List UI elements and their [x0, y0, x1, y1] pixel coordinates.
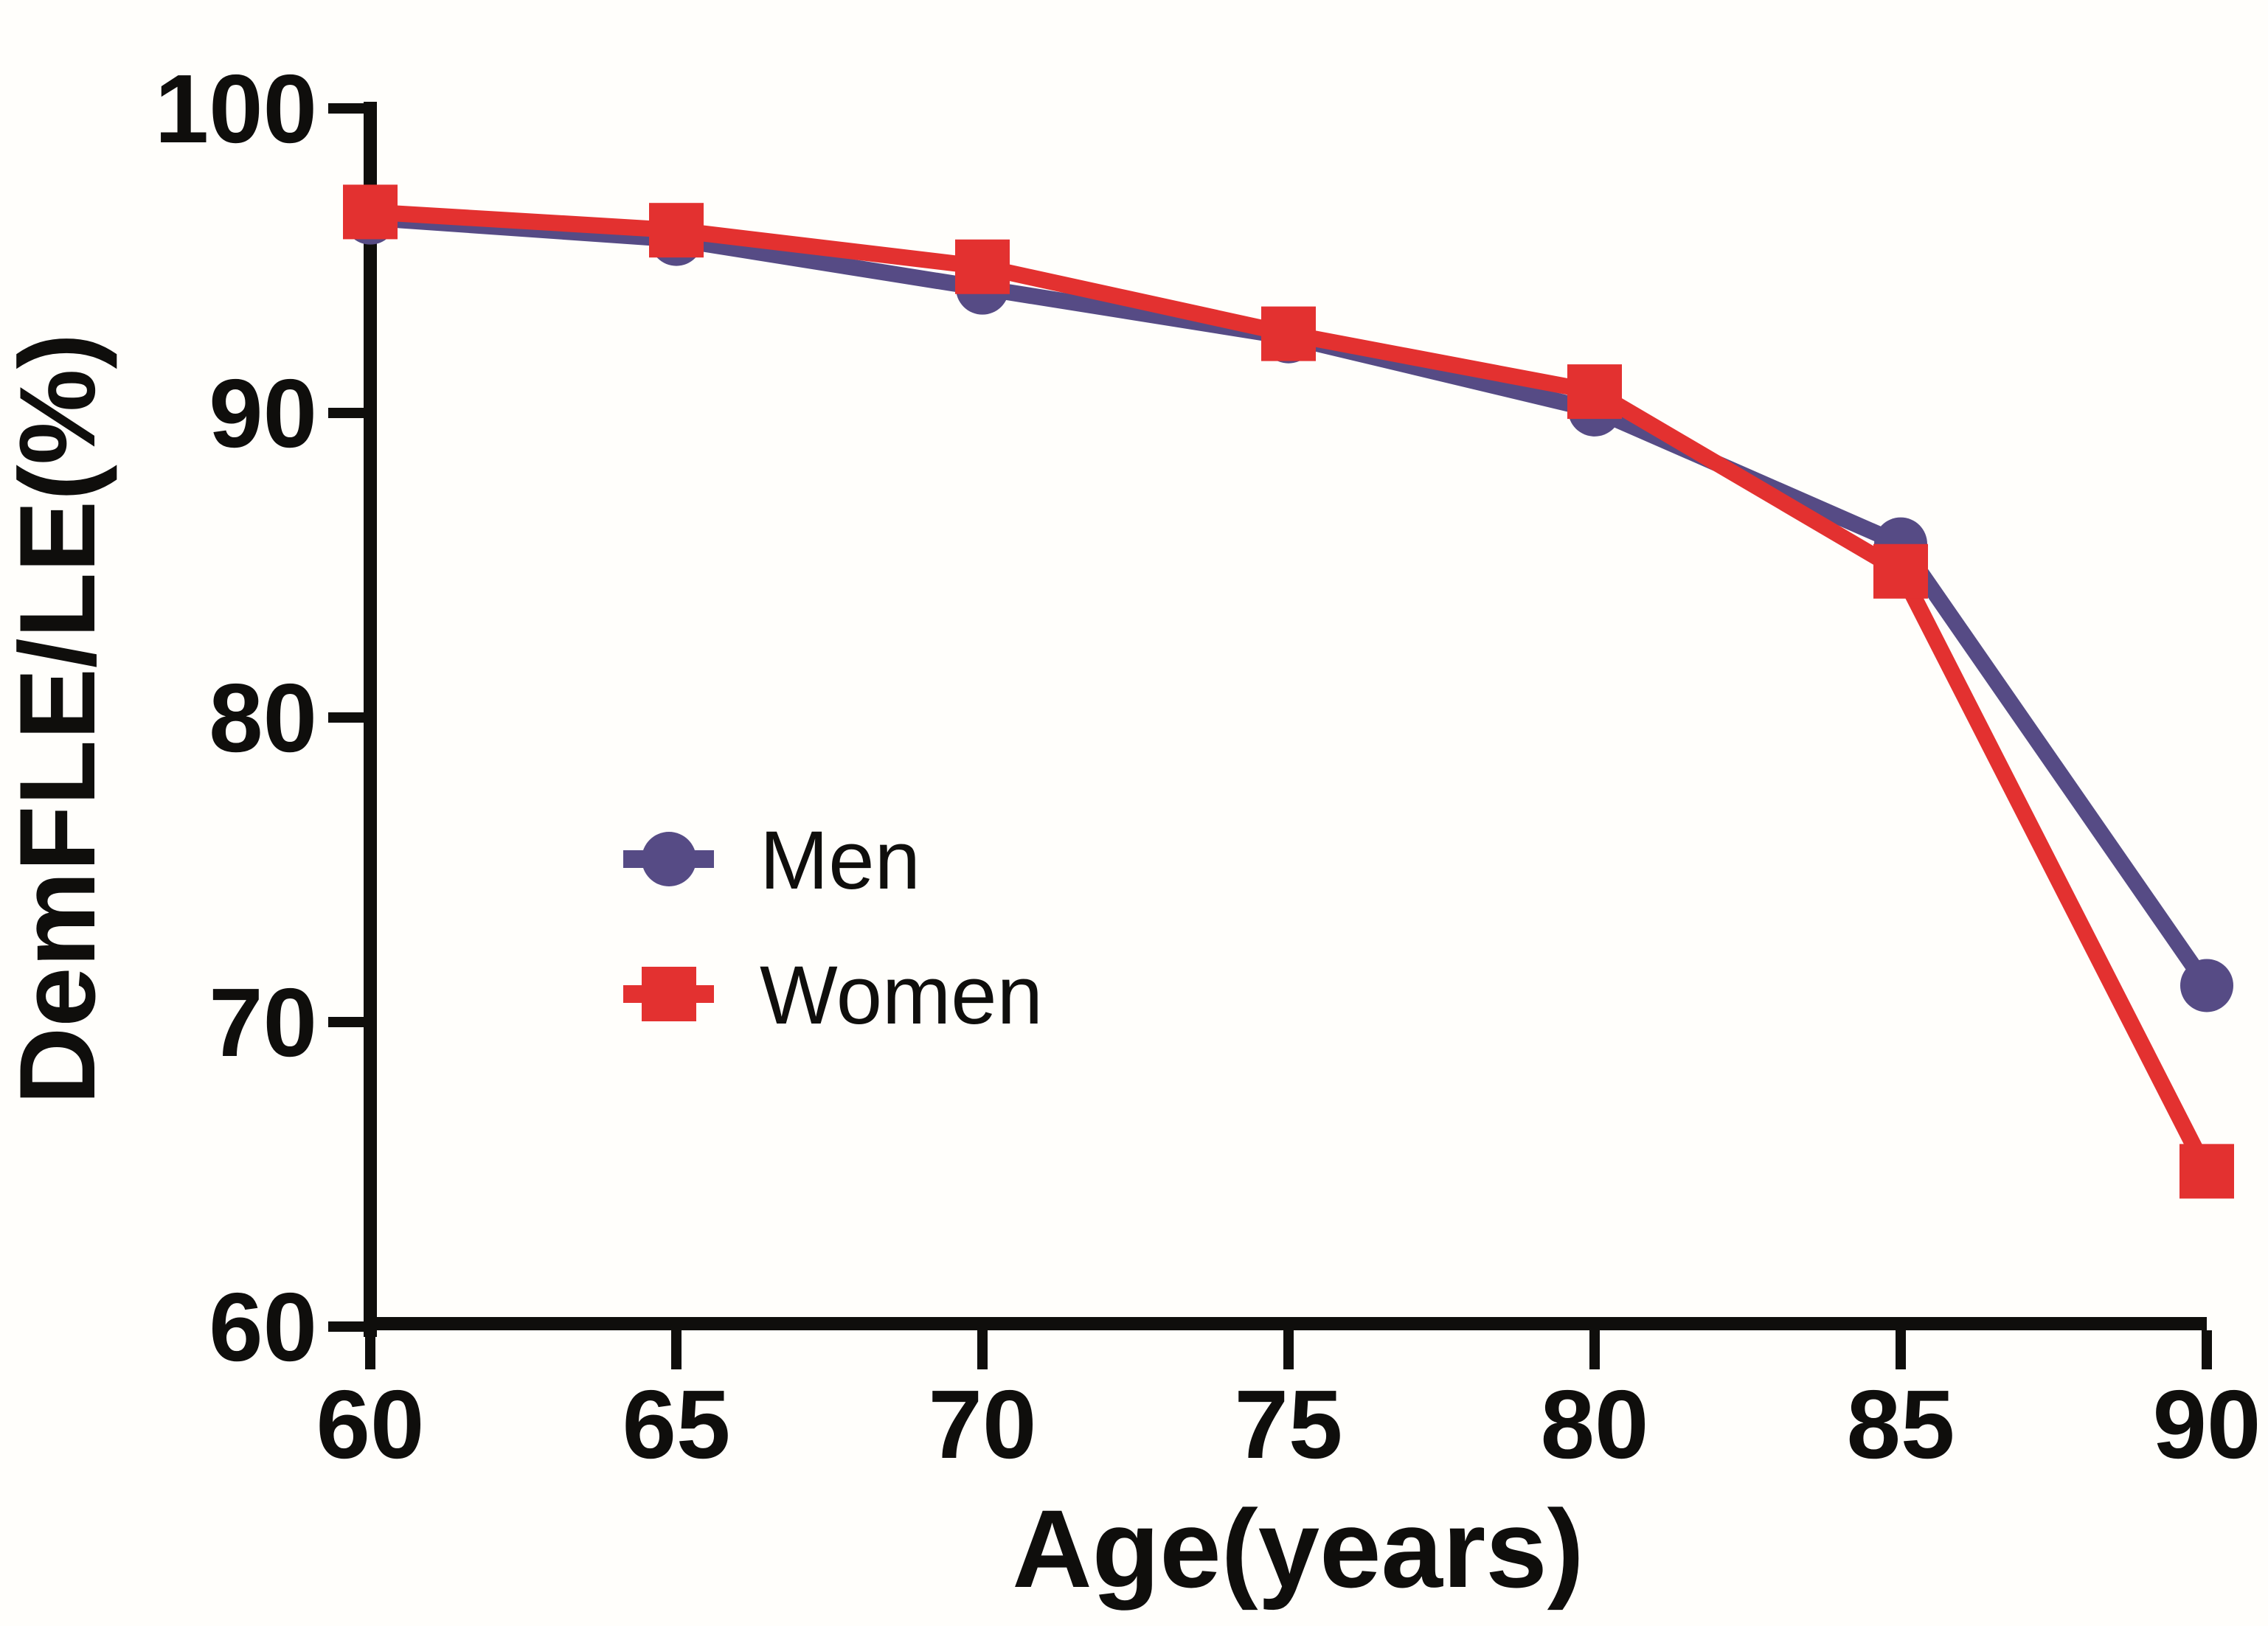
legend: Men Women [623, 814, 1043, 1041]
x-tick-label-65: 65 [623, 1370, 731, 1479]
y-tick-label-70: 70 [209, 968, 317, 1077]
x-tick-label-90: 90 [2153, 1370, 2261, 1479]
legend-item-women: Women [623, 949, 1043, 1041]
x-tick-label-85: 85 [1847, 1370, 1955, 1479]
women-marker-65 [649, 203, 704, 258]
men-marker-90 [2180, 959, 2233, 1012]
women-marker-90 [2179, 1144, 2234, 1199]
legend-men-circle-marker [642, 832, 696, 886]
y-tick-label-90: 90 [209, 359, 317, 468]
x-tick-label-60: 60 [316, 1370, 425, 1479]
legend-women-square-marker [642, 967, 696, 1021]
women-marker-70 [955, 239, 1010, 294]
y-tick-label-60: 60 [209, 1273, 317, 1381]
legend-item-men: Men [623, 814, 920, 906]
women-marker-60 [343, 184, 398, 240]
y-axis-title: DemFLE/LE(%) [0, 333, 117, 1105]
women-marker-75 [1261, 306, 1316, 361]
legend-women-label: Women [760, 949, 1043, 1041]
women-marker-80 [1567, 364, 1622, 420]
legend-men-label: Men [760, 814, 920, 906]
x-tick-label-70: 70 [929, 1370, 1037, 1479]
x-tick-label-80: 80 [1541, 1370, 1649, 1479]
y-tick-label-100: 100 [155, 55, 317, 163]
y-tick-label-80: 80 [209, 664, 317, 772]
women-marker-85 [1873, 543, 1928, 599]
x-axis-title: Age(years) [1012, 1487, 1584, 1611]
x-tick-label-75: 75 [1235, 1370, 1343, 1479]
